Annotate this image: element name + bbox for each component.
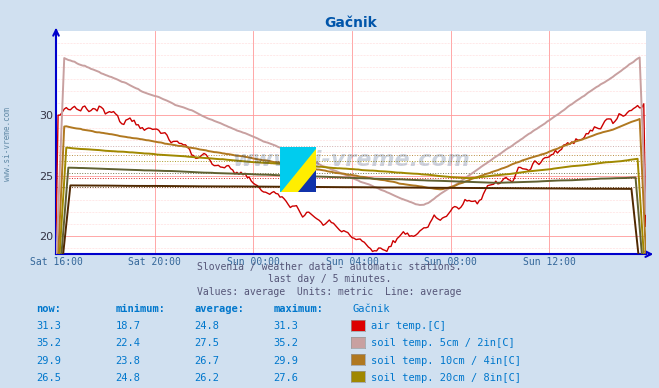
- Polygon shape: [280, 147, 316, 192]
- Text: 22.4: 22.4: [115, 338, 140, 348]
- Polygon shape: [298, 170, 316, 192]
- Text: 29.9: 29.9: [273, 355, 299, 365]
- Text: 35.2: 35.2: [273, 338, 299, 348]
- Text: soil temp. 10cm / 4in[C]: soil temp. 10cm / 4in[C]: [371, 355, 521, 365]
- Text: 27.5: 27.5: [194, 338, 219, 348]
- Text: air temp.[C]: air temp.[C]: [371, 321, 446, 331]
- Polygon shape: [280, 147, 316, 192]
- Text: soil temp. 5cm / 2in[C]: soil temp. 5cm / 2in[C]: [371, 338, 515, 348]
- Text: Slovenia / weather data - automatic stations.: Slovenia / weather data - automatic stat…: [197, 262, 462, 272]
- Title: Gačnik: Gačnik: [324, 16, 378, 30]
- Text: 24.8: 24.8: [115, 372, 140, 383]
- Text: 31.3: 31.3: [36, 321, 61, 331]
- Text: 31.3: 31.3: [273, 321, 299, 331]
- Text: last day / 5 minutes.: last day / 5 minutes.: [268, 274, 391, 284]
- Text: 23.8: 23.8: [115, 355, 140, 365]
- Text: minimum:: minimum:: [115, 304, 165, 314]
- Text: 24.8: 24.8: [194, 321, 219, 331]
- Text: now:: now:: [36, 304, 61, 314]
- Text: Values: average  Units: metric  Line: average: Values: average Units: metric Line: aver…: [197, 287, 462, 297]
- Text: 18.7: 18.7: [115, 321, 140, 331]
- Text: average:: average:: [194, 304, 244, 314]
- Text: maximum:: maximum:: [273, 304, 324, 314]
- Text: 26.2: 26.2: [194, 372, 219, 383]
- Text: 27.6: 27.6: [273, 372, 299, 383]
- Text: 26.7: 26.7: [194, 355, 219, 365]
- Text: 26.5: 26.5: [36, 372, 61, 383]
- Text: soil temp. 20cm / 8in[C]: soil temp. 20cm / 8in[C]: [371, 372, 521, 383]
- Text: www.si-vreme.com: www.si-vreme.com: [232, 151, 470, 170]
- Text: www.si-vreme.com: www.si-vreme.com: [3, 107, 13, 180]
- Text: Gačnik: Gačnik: [353, 304, 390, 314]
- Text: 29.9: 29.9: [36, 355, 61, 365]
- Text: 35.2: 35.2: [36, 338, 61, 348]
